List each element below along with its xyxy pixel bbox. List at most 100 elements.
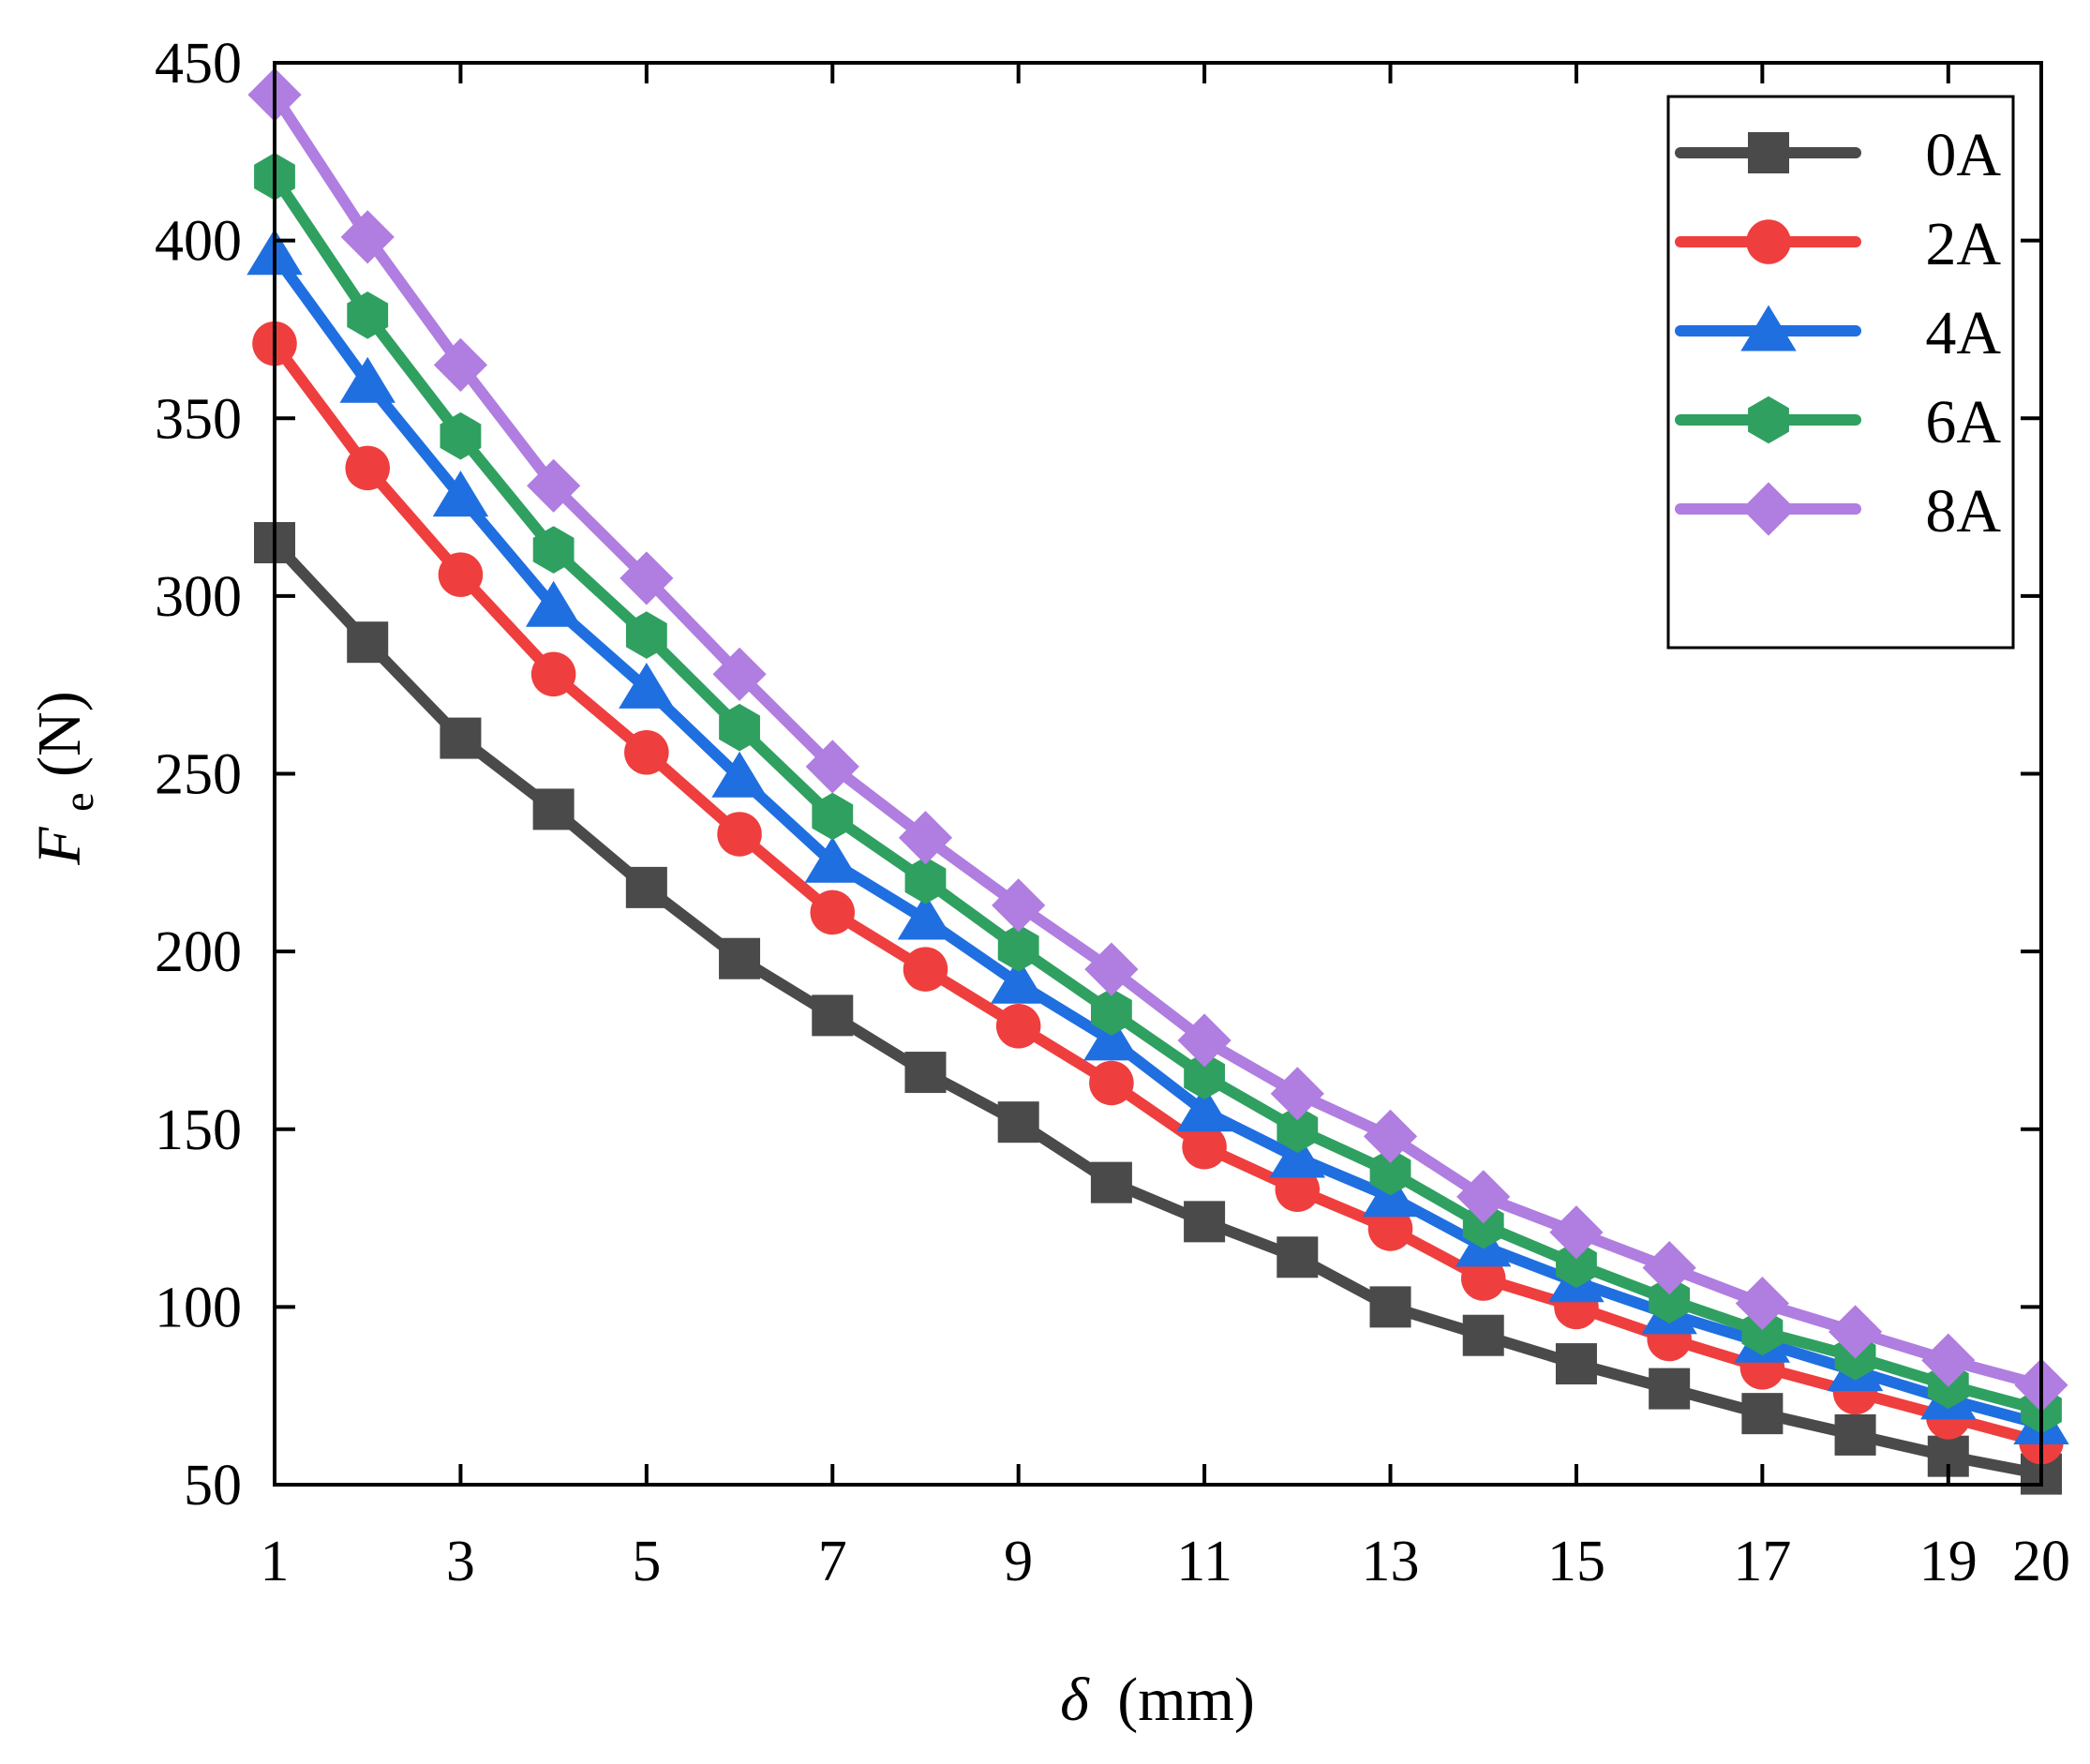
data-point-4A — [711, 751, 768, 798]
data-point-8A — [433, 337, 488, 392]
data-point-0A — [1090, 1161, 1132, 1203]
data-point-6A — [997, 924, 1039, 972]
y-tick-label: 200 — [155, 920, 242, 984]
data-point-4A — [1269, 1131, 1326, 1178]
data-point-0A — [1369, 1286, 1411, 1328]
data-point-8A — [1270, 1067, 1324, 1121]
data-point-8A — [1642, 1241, 1696, 1295]
data-point-4A — [897, 893, 954, 940]
data-point-2A — [1089, 1060, 1134, 1106]
legend-label: 8A — [1925, 477, 2001, 546]
data-point-0A — [1462, 1314, 1504, 1356]
x-axis-symbol: δ — [1060, 1666, 1090, 1734]
x-tick-label: 20 — [2012, 1530, 2070, 1593]
data-point-8A — [1456, 1170, 1511, 1224]
data-point-8A — [1549, 1205, 1604, 1260]
data-point-6A — [904, 856, 947, 904]
data-point-0A — [440, 717, 482, 759]
data-point-4A — [804, 836, 860, 883]
legend-item-0A: 0A — [1675, 121, 2001, 189]
data-point-0A — [1834, 1413, 1876, 1456]
legend-marker — [1740, 305, 1797, 351]
data-point-2A — [1367, 1206, 1413, 1251]
data-point-8A — [1735, 1276, 1789, 1331]
legend-marker — [1741, 482, 1796, 536]
data-point-8A — [898, 811, 953, 865]
data-point-4A — [525, 580, 582, 627]
data-point-2A — [810, 889, 856, 935]
data-point-6A — [1090, 988, 1132, 1036]
y-tick-label: 350 — [155, 387, 242, 451]
data-point-8A — [1828, 1305, 1883, 1359]
legend-label: 2A — [1925, 210, 2001, 278]
legend-label: 4A — [1925, 299, 2001, 367]
data-point-6A — [1369, 1147, 1411, 1196]
y-tick-label: 300 — [155, 565, 242, 629]
data-point-0A — [1184, 1201, 1226, 1243]
x-axis-unit: (mm) — [1117, 1666, 1255, 1734]
x-tick-label: 15 — [1547, 1530, 1605, 1593]
y-tick-label: 250 — [155, 743, 242, 807]
x-axis-label: δ (mm) — [1060, 1666, 1255, 1734]
data-point-0A — [1649, 1368, 1691, 1410]
data-point-8A — [527, 458, 581, 513]
x-axis-ticks: 1 3 5 7 9 11 13 15 17 19 20 — [261, 63, 2070, 1593]
data-point-0A — [904, 1052, 947, 1094]
y-axis-unit: (N) — [25, 691, 94, 777]
data-point-6A — [719, 703, 760, 752]
data-point-8A — [712, 647, 767, 701]
legend-marker — [1748, 396, 1789, 444]
legend-item-4A: 4A — [1675, 299, 2001, 367]
data-point-0A — [1276, 1236, 1319, 1278]
y-tick-label: 400 — [155, 210, 242, 274]
legend-marker — [1748, 132, 1789, 173]
data-point-0A — [625, 866, 667, 908]
data-point-6A — [625, 611, 667, 659]
x-tick-label: 9 — [1004, 1530, 1033, 1593]
y-tick-label: 450 — [155, 32, 242, 96]
x-tick-label: 3 — [446, 1530, 475, 1593]
data-point-2A — [1275, 1167, 1321, 1212]
x-tick-label: 17 — [1733, 1530, 1791, 1593]
data-point-6A — [1462, 1201, 1504, 1249]
data-point-2A — [995, 1004, 1041, 1049]
data-point-0A — [1741, 1393, 1784, 1435]
data-point-6A — [812, 792, 854, 841]
legend-label: 6A — [1925, 388, 2001, 456]
data-point-2A — [438, 552, 484, 597]
data-point-2A — [903, 947, 948, 992]
y-tick-label: 150 — [155, 1099, 242, 1162]
data-point-6A — [1184, 1052, 1226, 1100]
data-point-6A — [1741, 1308, 1784, 1356]
data-point-0A — [347, 621, 389, 664]
data-point-8A — [992, 878, 1046, 933]
data-point-0A — [997, 1101, 1039, 1144]
data-point-4A — [990, 957, 1047, 1004]
y-axis-subscript: e — [54, 792, 102, 811]
legend-item-2A: 2A — [1675, 210, 2001, 278]
data-point-2A — [1460, 1256, 1506, 1301]
x-tick-label: 1 — [261, 1530, 290, 1593]
data-point-2A — [1182, 1124, 1227, 1170]
data-point-8A — [805, 740, 859, 794]
data-point-4A — [339, 356, 396, 403]
y-axis-symbol: F — [25, 827, 94, 866]
x-tick-label: 7 — [818, 1530, 847, 1593]
legend-item-8A: 8A — [1675, 477, 2001, 546]
legend-marker — [1746, 219, 1791, 264]
data-point-6A — [1556, 1240, 1597, 1289]
y-tick-label: 50 — [184, 1454, 242, 1517]
x-tick-label: 19 — [1919, 1530, 1978, 1593]
data-point-8A — [1084, 942, 1139, 996]
data-point-6A — [1276, 1105, 1319, 1154]
data-point-0A — [812, 994, 854, 1037]
data-point-8A — [620, 551, 674, 605]
x-tick-label: 5 — [632, 1530, 661, 1593]
data-point-4A — [619, 662, 675, 709]
series-markers — [246, 67, 2069, 1495]
data-point-8A — [340, 210, 395, 264]
legend-box — [1666, 95, 2015, 650]
data-point-6A — [532, 526, 575, 574]
